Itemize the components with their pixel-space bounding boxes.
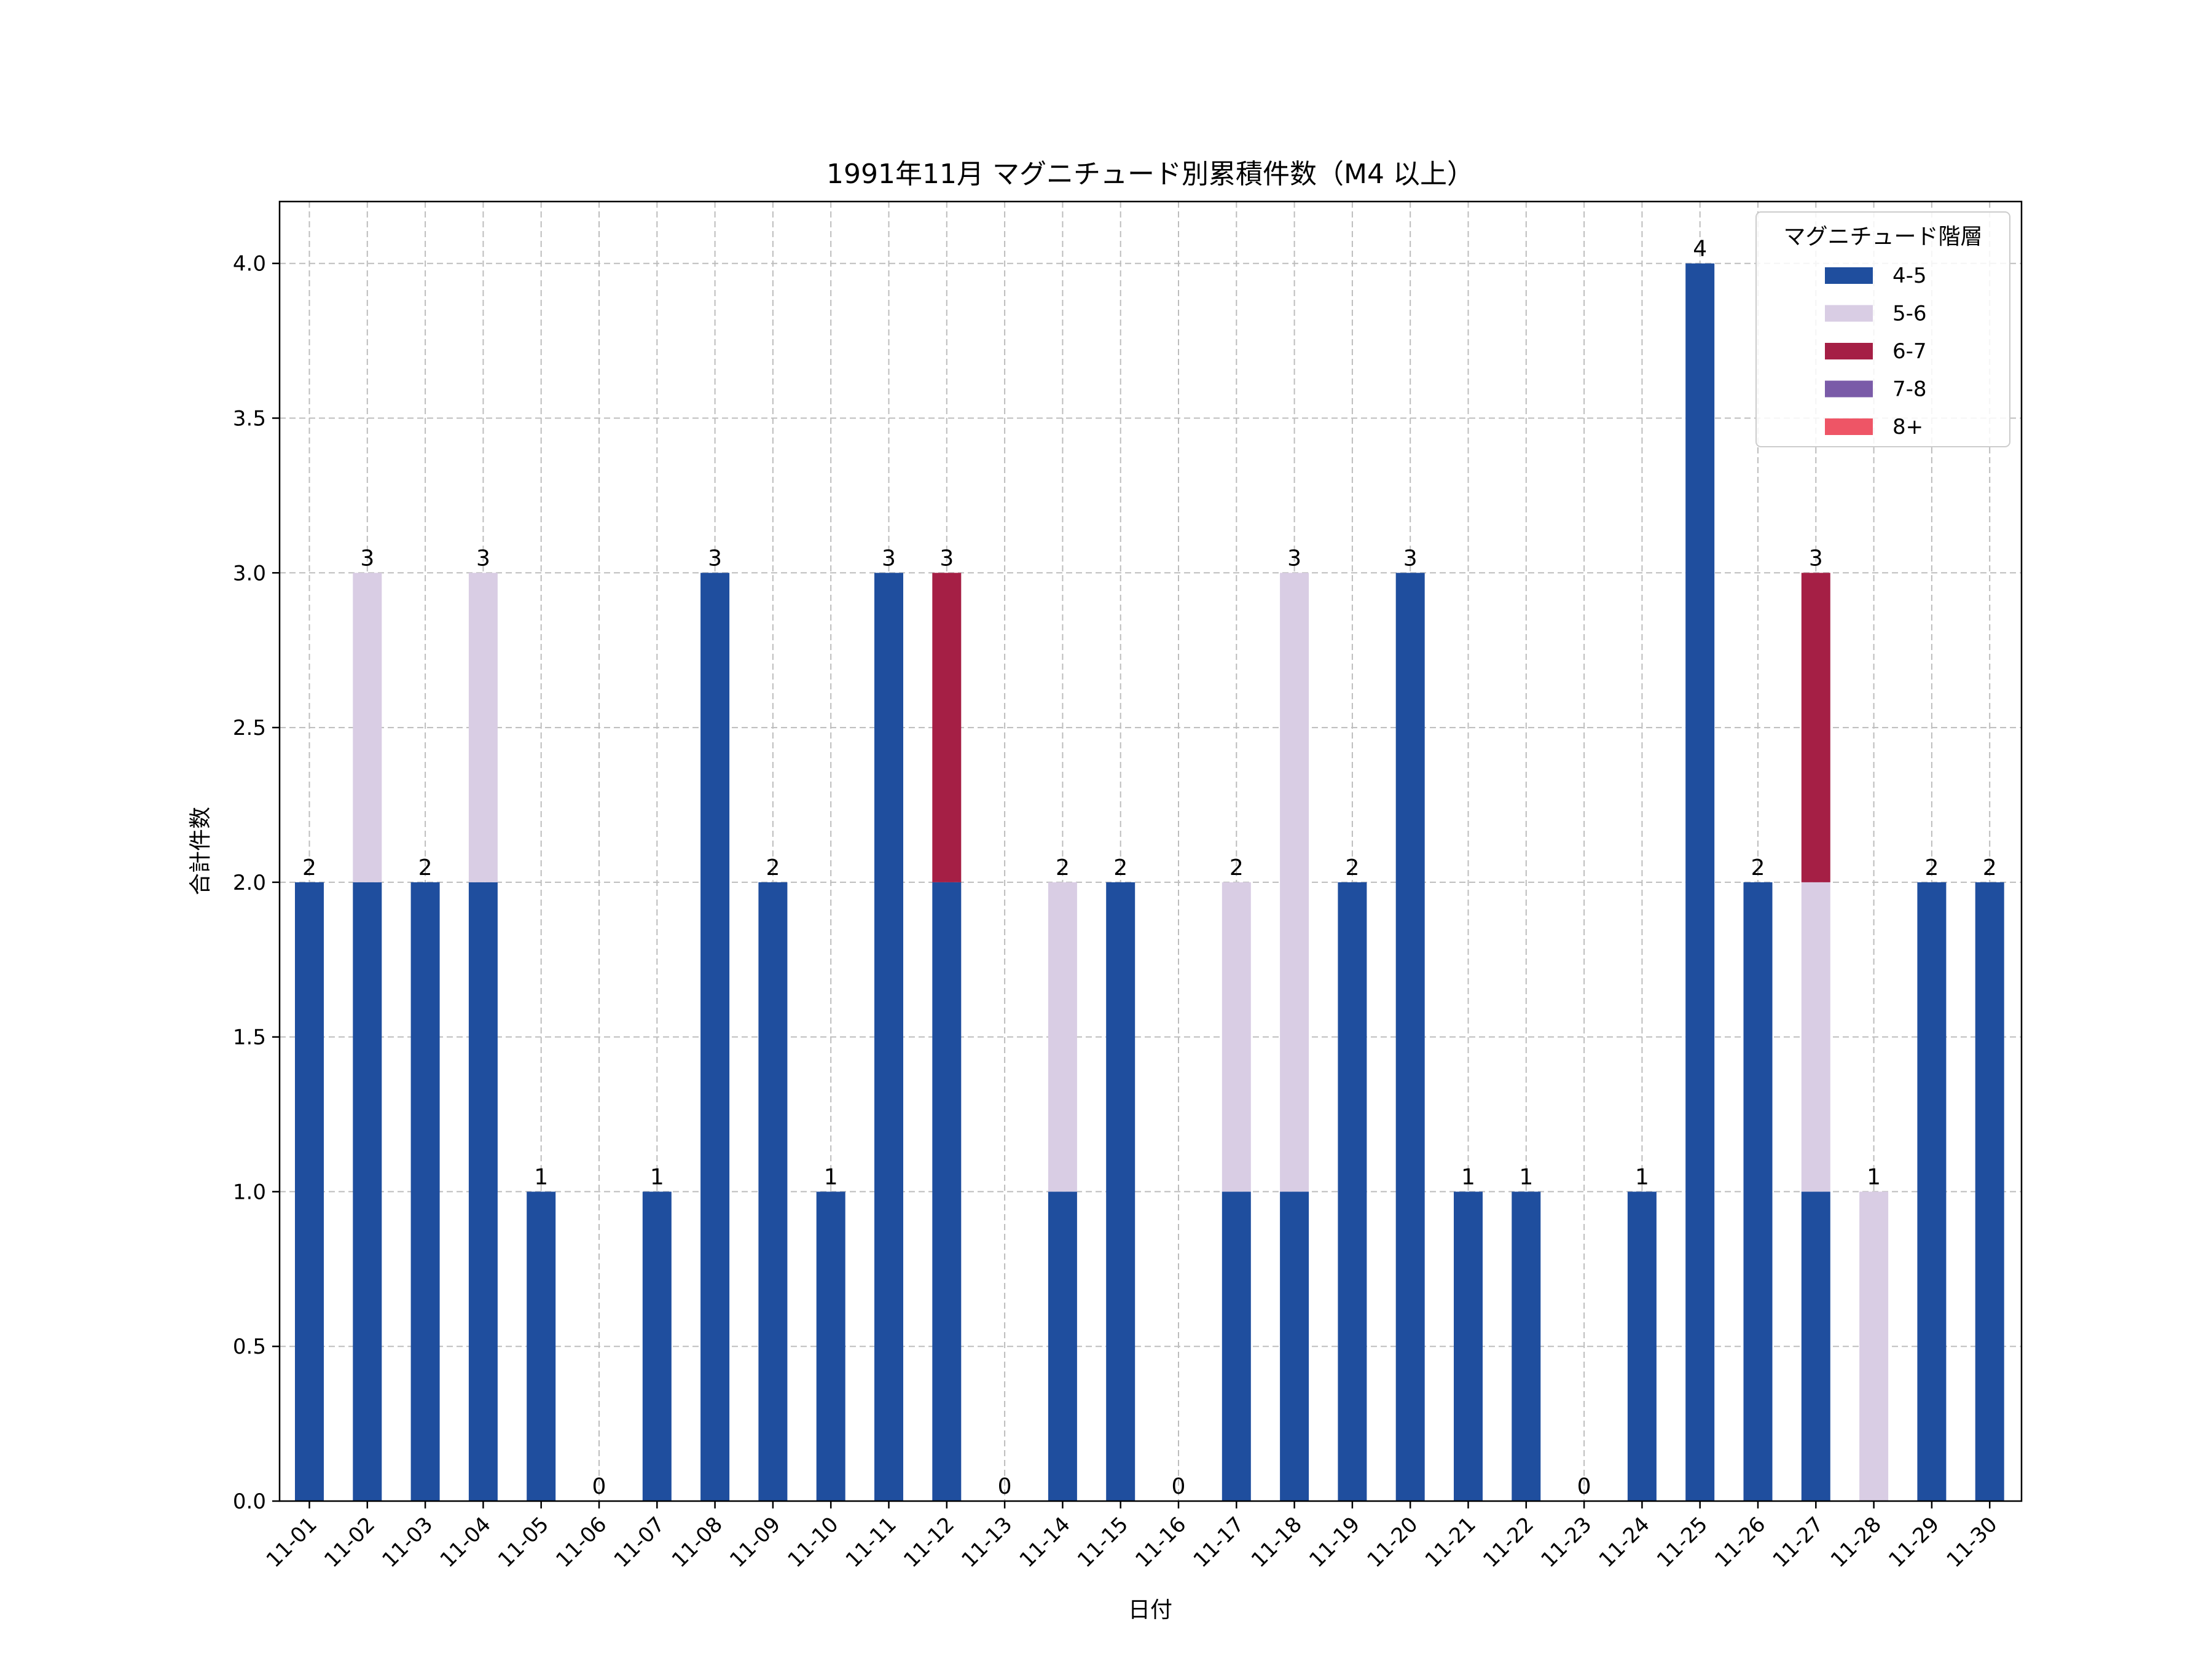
bar-segment-4-5	[1106, 882, 1135, 1501]
data-label: 2	[1924, 855, 1939, 880]
data-label: 3	[1287, 546, 1301, 571]
legend-item-label: 7-8	[1892, 377, 1927, 402]
bar-segment-4-5	[295, 882, 324, 1501]
bar-segment-4-5	[1627, 1191, 1657, 1501]
bar-segment-4-5	[758, 882, 788, 1501]
bar-segment-4-5	[1512, 1191, 1541, 1501]
bar-segment-4-5	[700, 573, 730, 1502]
bar-segment-5-6	[1048, 882, 1077, 1192]
data-label: 2	[766, 855, 780, 880]
bar-segment-5-6	[1280, 573, 1309, 1192]
data-label: 3	[1809, 546, 1823, 571]
data-label: 1	[1867, 1164, 1881, 1190]
data-label: 2	[302, 855, 316, 880]
y-tick-label: 0.0	[233, 1489, 266, 1514]
legend-item-label: 6-7	[1892, 339, 1927, 364]
bar-segment-5-6	[353, 573, 382, 882]
data-label: 1	[534, 1164, 548, 1190]
x-axis-label: 日付	[1128, 1598, 1172, 1623]
data-label: 2	[1983, 855, 1997, 880]
bar-segment-4-5	[1975, 882, 2004, 1501]
data-label: 2	[1056, 855, 1070, 880]
chart-title: 1991年11月 マグニチュード別累積件数（M4 以上）	[826, 159, 1474, 190]
y-axis-label: 合計件数	[188, 807, 213, 895]
legend-item-label: 5-6	[1892, 302, 1927, 326]
data-label: 3	[1403, 546, 1418, 571]
legend-item-label: 4-5	[1892, 264, 1927, 288]
data-label: 1	[824, 1164, 838, 1190]
bar-segment-4-5	[932, 882, 962, 1501]
bars	[295, 263, 2004, 1502]
bar-segment-4-5	[1048, 1191, 1077, 1501]
legend-swatch-8+	[1825, 418, 1873, 435]
bar-segment-4-5	[353, 882, 382, 1501]
bar-segment-5-6	[1801, 882, 1830, 1192]
bar-segment-4-5	[1917, 882, 1947, 1501]
y-tick-label: 1.5	[233, 1026, 266, 1050]
bar-segment-4-5	[1338, 882, 1367, 1501]
data-label: 3	[882, 546, 896, 571]
y-tick-label: 2.0	[233, 871, 266, 895]
y-tick-label: 1.0	[233, 1180, 266, 1204]
bar-segment-6-7	[932, 573, 962, 882]
bar-segment-6-7	[1801, 573, 1830, 882]
data-label: 2	[1751, 855, 1765, 880]
data-label: 3	[476, 546, 490, 571]
data-label: 0	[1172, 1474, 1186, 1499]
y-tick-label: 0.5	[233, 1335, 266, 1359]
bar-segment-4-5	[1801, 1191, 1830, 1501]
bar-segment-5-6	[1859, 1191, 1889, 1501]
legend-swatch-7-8	[1825, 380, 1873, 398]
legend-swatch-6-7	[1825, 343, 1873, 359]
bar-segment-4-5	[1280, 1191, 1309, 1501]
legend-frame	[1755, 211, 2010, 447]
bar-segment-4-5	[1743, 882, 1773, 1501]
y-ticks: 0.0 0.5 1.0 1.5 2.0 2.5 3.0 3.5 4.0	[233, 252, 280, 1514]
bar-segment-4-5	[527, 1191, 556, 1501]
data-label: 1	[1635, 1164, 1649, 1190]
legend-swatch-4-5	[1825, 267, 1873, 284]
legend-title: マグニチュード階層	[1783, 224, 1982, 249]
data-label: 1	[650, 1164, 664, 1190]
data-label: 2	[1113, 855, 1128, 880]
bar-segment-4-5	[1685, 263, 1715, 1501]
legend-swatch-5-6	[1825, 305, 1873, 322]
bar-segment-4-5	[642, 1191, 672, 1501]
bar-segment-4-5	[816, 1191, 845, 1501]
data-label: 4	[1693, 237, 1707, 262]
bar-segment-4-5	[874, 573, 903, 1502]
bar-segment-4-5	[1222, 1191, 1251, 1501]
data-label: 2	[418, 855, 433, 880]
plot-frame	[278, 200, 2023, 1502]
bar-segment-4-5	[1454, 1191, 1483, 1501]
data-label: 3	[360, 546, 374, 571]
bar-segment-5-6	[1222, 882, 1251, 1192]
data-label: 2	[1345, 855, 1359, 880]
y-tick-label: 3.0	[233, 561, 266, 586]
bar-segment-5-6	[468, 573, 498, 882]
legend: マグニチュード階層 4-5 5-6 6-7 7-8 8+	[1755, 211, 2010, 447]
data-labels: 2 3 2 3 1 0 1 3 2 1 3 3 0 2 2 0 2 3 2 3 1 1 0 1 4 2 3 1 2 2	[302, 237, 1997, 1499]
y-tick-label: 3.5	[233, 407, 266, 431]
data-label: 0	[998, 1474, 1012, 1499]
bar-segment-4-5	[468, 882, 498, 1501]
y-tick-label: 4.0	[233, 252, 266, 276]
legend-item-label: 8+	[1892, 415, 1923, 439]
data-label: 2	[1230, 855, 1244, 880]
data-label: 3	[708, 546, 722, 571]
bar-segment-4-5	[1395, 573, 1425, 1502]
data-label: 0	[1577, 1474, 1591, 1499]
bar-segment-4-5	[410, 882, 440, 1501]
data-label: 1	[1519, 1164, 1533, 1190]
data-label: 0	[592, 1474, 606, 1499]
data-label: 1	[1461, 1164, 1475, 1190]
y-tick-label: 2.5	[233, 716, 266, 740]
data-label: 3	[939, 546, 954, 571]
